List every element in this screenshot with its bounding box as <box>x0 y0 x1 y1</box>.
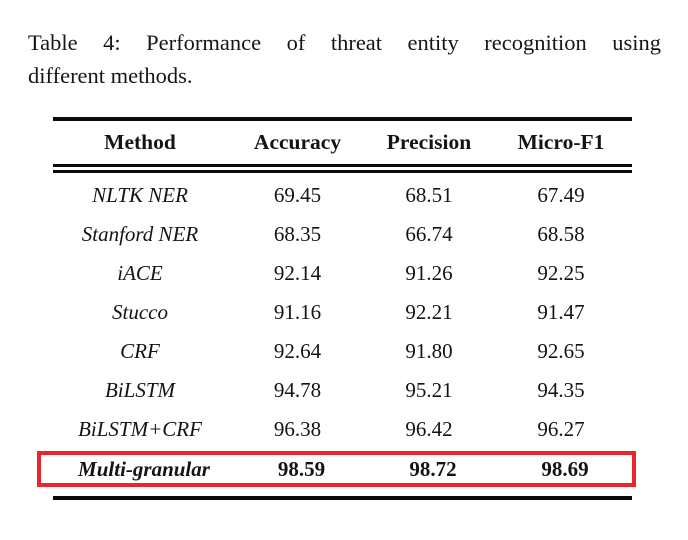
accuracy-cell: 69.45 <box>273 183 322 207</box>
table-body: NLTK NER 69.45 68.51 67.49 Stanford NER … <box>37 173 636 487</box>
table-row: Stanford NER 68.35 66.74 68.58 <box>53 215 632 254</box>
header-method: Method <box>104 130 176 154</box>
accuracy-cell: 92.14 <box>273 261 322 285</box>
method-cell: BiLSTM <box>104 378 175 402</box>
micro-f1-cell: 96.27 <box>537 417 585 441</box>
method-cell: iACE <box>117 261 163 285</box>
precision-cell: 98.72 <box>409 456 457 481</box>
table-row: BiLSTM 94.78 95.21 94.35 <box>53 371 632 410</box>
table-row: CRF 92.64 91.80 92.65 <box>53 332 632 371</box>
accuracy-cell: 91.16 <box>273 300 322 324</box>
method-cell: Multi-granular <box>78 456 210 481</box>
method-cell: Stucco <box>112 300 168 324</box>
caption-line-1: Table 4: Performance of threat entity re… <box>28 30 661 55</box>
accuracy-cell: 94.78 <box>273 378 322 402</box>
header-accuracy: Accuracy <box>253 130 342 154</box>
precision-cell: 66.74 <box>405 222 453 246</box>
results-table: Method Accuracy Precision Micro-F1 NLTK … <box>37 117 636 500</box>
precision-cell: 92.21 <box>405 300 453 324</box>
method-cell: Stanford NER <box>81 222 199 246</box>
micro-f1-cell: 67.49 <box>537 183 585 207</box>
caption-line-2: different methods. <box>28 63 193 88</box>
precision-cell: 96.42 <box>405 417 453 441</box>
header-micro-f1: Micro-F1 <box>517 130 605 154</box>
table-row: Stucco 91.16 92.21 91.47 <box>53 293 632 332</box>
header-precision: Precision <box>386 130 472 154</box>
highlight-box: Multi-granular 98.59 98.72 98.69 <box>37 451 636 487</box>
micro-f1-cell: 92.65 <box>537 339 585 363</box>
accuracy-cell: 98.59 <box>277 456 326 481</box>
accuracy-cell: 96.38 <box>273 417 322 441</box>
method-cell: CRF <box>120 339 160 363</box>
micro-f1-cell: 91.47 <box>537 300 585 324</box>
table-caption: Table 4: Performance of threat entity re… <box>28 26 661 92</box>
micro-f1-cell: 94.35 <box>537 378 585 402</box>
table-row: NLTK NER 69.45 68.51 67.49 <box>53 176 632 215</box>
micro-f1-cell: 92.25 <box>537 261 585 285</box>
table-bottom-rule <box>53 496 632 500</box>
micro-f1-cell: 68.58 <box>537 222 585 246</box>
table-row: BiLSTM+CRF 96.38 96.42 96.27 <box>53 410 632 449</box>
table-header-row: Method Accuracy Precision Micro-F1 <box>53 121 632 173</box>
accuracy-cell: 92.64 <box>273 339 322 363</box>
micro-f1-cell: 98.69 <box>541 456 589 481</box>
table-row-highlighted: Multi-granular 98.59 98.72 98.69 <box>57 455 628 483</box>
precision-cell: 95.21 <box>405 378 453 402</box>
table-top-rule <box>53 117 632 121</box>
method-cell: BiLSTM+CRF <box>78 417 202 441</box>
precision-cell: 68.51 <box>405 183 453 207</box>
precision-cell: 91.26 <box>405 261 453 285</box>
precision-cell: 91.80 <box>405 339 453 363</box>
table-row: iACE 92.14 91.26 92.25 <box>53 254 632 293</box>
method-cell: NLTK NER <box>92 183 188 207</box>
accuracy-cell: 68.35 <box>273 222 322 246</box>
